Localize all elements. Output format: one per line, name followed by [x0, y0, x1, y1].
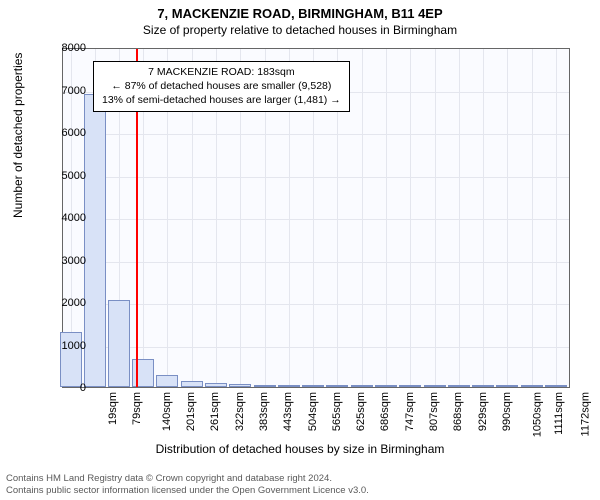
x-tick-label: 140sqm — [161, 392, 173, 431]
histogram-bar — [181, 381, 203, 387]
x-tick-label: 261sqm — [210, 392, 222, 431]
y-tick-label: 7000 — [46, 85, 86, 97]
x-tick-label: 929sqm — [477, 392, 489, 431]
attribution-text: Contains HM Land Registry data © Crown c… — [6, 473, 369, 497]
histogram-bar — [472, 385, 494, 387]
gridline-v — [532, 49, 533, 387]
property-info-box: 7 MACKENZIE ROAD: 183sqm← 87% of detache… — [93, 61, 350, 112]
histogram-bar — [254, 385, 276, 387]
gridline-h — [63, 347, 569, 348]
histogram-bar — [399, 385, 421, 387]
gridline-v — [507, 49, 508, 387]
chart-title-block: 7, MACKENZIE ROAD, BIRMINGHAM, B11 4EP S… — [0, 0, 600, 37]
chart-title: 7, MACKENZIE ROAD, BIRMINGHAM, B11 4EP — [0, 6, 600, 21]
chart-subtitle: Size of property relative to detached ho… — [0, 23, 600, 37]
y-axis-label: Number of detached properties — [11, 53, 25, 218]
gridline-v — [483, 49, 484, 387]
x-tick-label: 1050sqm — [531, 392, 543, 437]
gridline-v — [362, 49, 363, 387]
x-tick-label: 201sqm — [186, 392, 198, 431]
histogram-bar — [351, 385, 373, 387]
x-tick-label: 504sqm — [307, 392, 319, 431]
gridline-v — [386, 49, 387, 387]
x-tick-label: 625sqm — [355, 392, 367, 431]
y-tick-label: 0 — [46, 382, 86, 394]
attribution-line2: Contains public sector information licen… — [6, 485, 369, 497]
gridline-h — [63, 304, 569, 305]
info-line2: ← 87% of detached houses are smaller (9,… — [102, 79, 341, 93]
gridline-h — [63, 262, 569, 263]
x-tick-label: 79sqm — [131, 392, 143, 425]
histogram-bar — [545, 385, 567, 387]
x-tick-label: 322sqm — [234, 392, 246, 431]
gridline-h — [63, 177, 569, 178]
histogram-bar — [302, 385, 324, 387]
y-tick-label: 5000 — [46, 170, 86, 182]
histogram-bar — [108, 300, 130, 387]
x-axis-label: Distribution of detached houses by size … — [0, 442, 600, 456]
x-tick-label: 383sqm — [258, 392, 270, 431]
histogram-bar — [326, 385, 348, 387]
x-tick-label: 1111sqm — [553, 392, 565, 435]
x-tick-label: 443sqm — [282, 392, 294, 431]
y-tick-label: 1000 — [46, 340, 86, 352]
gridline-v — [435, 49, 436, 387]
gridline-v — [556, 49, 557, 387]
x-tick-label: 807sqm — [428, 392, 440, 431]
histogram-bar — [205, 383, 227, 387]
x-tick-label: 565sqm — [331, 392, 343, 431]
y-tick-label: 3000 — [46, 255, 86, 267]
y-tick-label: 4000 — [46, 212, 86, 224]
gridline-v — [410, 49, 411, 387]
y-tick-label: 2000 — [46, 297, 86, 309]
histogram-bar — [424, 385, 446, 387]
y-tick-label: 6000 — [46, 127, 86, 139]
histogram-bar — [84, 94, 106, 387]
gridline-h — [63, 219, 569, 220]
histogram-bar — [229, 384, 251, 387]
plot-area: 7 MACKENZIE ROAD: 183sqm← 87% of detache… — [62, 48, 570, 388]
x-tick-label: 686sqm — [380, 392, 392, 431]
x-tick-label: 747sqm — [404, 392, 416, 431]
x-tick-label: 868sqm — [452, 392, 464, 431]
info-line1: 7 MACKENZIE ROAD: 183sqm — [102, 65, 341, 79]
x-tick-label: 1172sqm — [579, 392, 591, 436]
y-tick-label: 8000 — [46, 42, 86, 54]
x-tick-label: 990sqm — [501, 392, 513, 431]
x-tick-label: 19sqm — [107, 392, 119, 425]
info-line3: 13% of semi-detached houses are larger (… — [102, 93, 341, 107]
histogram-bar — [521, 385, 543, 387]
histogram-bar — [448, 385, 470, 387]
attribution-line1: Contains HM Land Registry data © Crown c… — [6, 473, 369, 485]
gridline-h — [63, 134, 569, 135]
histogram-bar — [375, 385, 397, 387]
histogram-bar — [496, 385, 518, 387]
histogram-bar — [278, 385, 300, 387]
gridline-v — [459, 49, 460, 387]
histogram-bar — [156, 375, 178, 387]
chart-area: 7 MACKENZIE ROAD: 183sqm← 87% of detache… — [62, 48, 570, 418]
